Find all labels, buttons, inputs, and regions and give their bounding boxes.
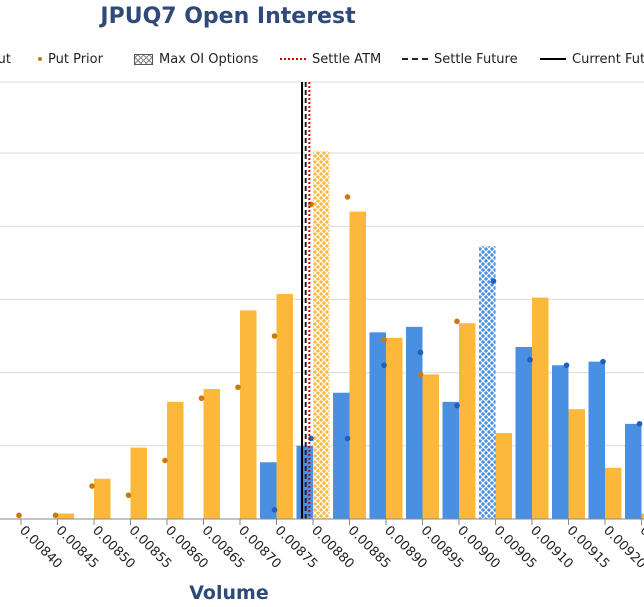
prior-dots <box>16 194 643 519</box>
legend-label-settle-atm: Settle ATM <box>312 51 382 67</box>
put-bar <box>57 513 74 519</box>
put-bar <box>532 297 549 519</box>
put-bar <box>641 513 644 519</box>
put-prior-dot <box>271 333 278 339</box>
put-bar <box>386 337 403 519</box>
put-prior-dot <box>125 492 132 499</box>
call-prior-dot <box>636 421 643 427</box>
call-prior-dot <box>490 278 497 284</box>
put-bar <box>94 478 111 519</box>
put-prior-dot <box>52 512 59 519</box>
legend-label-put: Put <box>0 51 11 67</box>
call-prior-dot <box>563 362 570 369</box>
legend-dashed-line-icon <box>402 58 428 60</box>
put-bar <box>495 432 512 519</box>
put-bar <box>130 447 147 519</box>
put-bar <box>459 323 476 519</box>
put-prior-dot <box>89 483 95 489</box>
put-bar <box>349 211 366 519</box>
call-bar <box>552 365 569 519</box>
call-prior-dot <box>454 402 460 409</box>
legend-dot-icon <box>38 57 42 61</box>
call-prior-dot <box>381 362 387 369</box>
put-bar <box>276 293 293 519</box>
put-prior-dot <box>198 395 205 402</box>
bar-series <box>57 151 644 520</box>
put-prior-dot <box>16 512 22 519</box>
call-bar <box>442 401 459 519</box>
put-bar <box>313 151 330 520</box>
legend-dotted-line-icon <box>280 58 306 60</box>
put-bar <box>240 310 257 519</box>
legend-solid-line-icon <box>540 58 566 60</box>
legend-label-settle-future: Settle Future <box>434 51 518 67</box>
legend-label-max-oi: Max OI Options <box>159 51 259 67</box>
legend-hatch-icon <box>134 53 153 65</box>
put-bar <box>167 401 184 519</box>
chart-title: JPUQ7 Open Interest <box>100 4 356 29</box>
put-prior-dot <box>417 371 424 378</box>
legend-label-put-prior: Put Prior <box>48 51 103 67</box>
put-prior-dot <box>381 336 387 343</box>
put-prior-dot <box>235 384 241 391</box>
call-bar <box>406 326 423 519</box>
put-prior-dot <box>454 318 460 325</box>
call-prior-dot <box>344 435 351 442</box>
put-bar <box>568 409 585 519</box>
call-bar <box>333 392 350 519</box>
call-bar <box>588 361 605 519</box>
legend-item-current-future[interactable]: Current Future <box>540 44 644 74</box>
legend-item-settle-atm[interactable]: Settle ATM <box>280 44 381 74</box>
put-prior-dot <box>344 194 351 200</box>
x-axis-label: Volume <box>189 582 269 604</box>
put-bar <box>422 374 439 519</box>
reference-lines <box>301 82 311 519</box>
legend-label-current-future: Current Future <box>572 51 644 67</box>
x-axis: 0.008400.008450.008500.008550.008600.008… <box>0 518 644 572</box>
call-bar <box>260 462 277 519</box>
put-bar <box>203 389 220 519</box>
call-prior-dot <box>271 507 278 513</box>
put-bar <box>605 467 622 519</box>
call-bar <box>625 423 642 519</box>
call-bar <box>515 346 532 519</box>
call-bar <box>369 332 386 519</box>
call-prior-dot <box>600 358 606 365</box>
chart-legend: Put Put Prior Max OI Options Settle ATM … <box>0 44 644 74</box>
legend-item-settle-future[interactable]: Settle Future <box>402 44 518 74</box>
call-prior-dot <box>527 356 533 363</box>
legend-item-put-prior[interactable]: Put Prior <box>38 44 103 74</box>
legend-item-put[interactable]: Put <box>0 44 11 74</box>
put-prior-dot <box>162 457 168 464</box>
call-prior-dot <box>417 349 424 356</box>
call-bar <box>479 246 496 519</box>
legend-item-max-oi[interactable]: Max OI Options <box>134 44 258 74</box>
